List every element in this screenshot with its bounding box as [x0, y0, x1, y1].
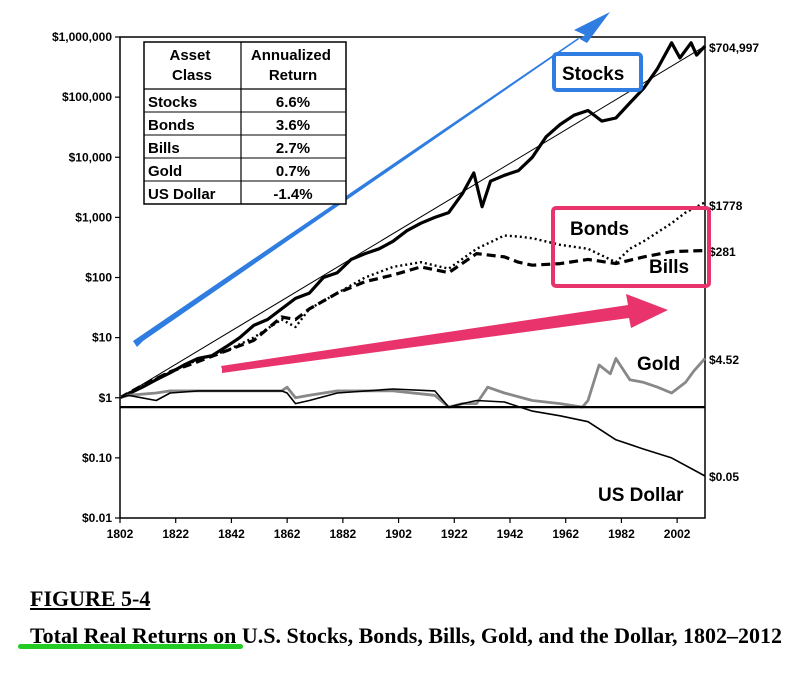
y-axis: $1,000,000 $100,000 $10,000 $1,000 $100 $10 $1… [52, 30, 120, 525]
table-cell-asset: Bonds [148, 117, 195, 134]
x-axis: 1802 1822 1842 1862 1882 1902 1922 1942 1962 1982… [107, 518, 691, 541]
bonds-bills-label-box [551, 206, 711, 288]
us-dollar-label: US Dollar [598, 485, 684, 506]
table-cell-asset: US Dollar [148, 186, 216, 203]
end-label: $704,997 [709, 41, 759, 55]
series-layer [119, 41, 707, 477]
returns-table: Asset Class Annualized Return Stocks 6.6%… [143, 41, 347, 205]
stocks-trend-line [119, 45, 706, 399]
table-cell-return: 2.7% [276, 140, 310, 157]
y-tick-label: $1,000 [75, 210, 112, 224]
table-header-asset: Asset Class [169, 47, 214, 84]
end-labels: $704,997 $1778 $281 $4.52 $0.05 [709, 41, 759, 484]
table-cell-return: -1.4% [273, 186, 312, 203]
y-tick-label: $10,000 [69, 150, 113, 164]
chart: $1,000,000 $100,000 $10,000 $1,000 $100 $10 $1… [52, 12, 759, 541]
gold-label: Gold [637, 354, 680, 375]
y-tick-label: $10 [92, 331, 112, 345]
y-tick-label: $100 [85, 271, 112, 285]
y-tick-label: $0.01 [82, 511, 112, 525]
gold-line [119, 357, 707, 409]
returns-table-frame [143, 41, 347, 205]
table-cell-return: 6.6% [276, 94, 310, 111]
stocks-trend-arrow [133, 12, 610, 347]
end-label: $1778 [709, 199, 743, 213]
end-label: $0.05 [709, 470, 739, 484]
end-label: $281 [709, 245, 736, 259]
end-label: $4.52 [709, 353, 739, 367]
figure-title: Total Real Returns on U.S. Stocks, Bonds… [30, 620, 790, 652]
x-tick-label: 1902 [385, 527, 412, 541]
y-tick-label: $0.10 [82, 451, 112, 465]
x-tick-label: 1822 [162, 527, 189, 541]
y-tick-label: $1,000,000 [52, 30, 112, 44]
table-cell-asset: Gold [148, 163, 182, 180]
y-tick-label: $1 [99, 391, 113, 405]
x-tick-label: 1802 [107, 527, 134, 541]
x-tick-label: 1862 [274, 527, 301, 541]
table-cell-return: 3.6% [276, 117, 310, 134]
bills-line [119, 248, 706, 400]
stocks-label: Stocks [562, 64, 624, 85]
table-cell-asset: Bills [148, 140, 180, 157]
figure-title-rest: on U.S. Stocks, Bonds, Bills, Gold, and … [207, 623, 783, 648]
x-tick-label: 1842 [218, 527, 245, 541]
bonds-trend-arrow [221, 294, 668, 373]
x-tick-label: 1882 [330, 527, 357, 541]
green-highlight-underline [18, 644, 243, 649]
x-tick-label: 1982 [608, 527, 635, 541]
x-tick-label: 1962 [552, 527, 579, 541]
x-tick-label: 1922 [441, 527, 468, 541]
y-tick-label: $100,000 [62, 90, 112, 104]
figure-title-lead: Total Real Returns [30, 623, 208, 648]
stocks-label-box [552, 52, 643, 92]
us-dollar-line [119, 388, 706, 477]
figure-number: FIGURE 5-4 [30, 586, 151, 611]
stocks-line [119, 41, 707, 400]
table-cell-return: 0.7% [276, 163, 310, 180]
bonds-line [119, 201, 706, 399]
bills-label: Bills [649, 257, 689, 278]
table-header-return: Annualized Return [251, 47, 335, 84]
bonds-label: Bonds [570, 219, 629, 240]
x-tick-label: 1942 [497, 527, 524, 541]
table-cell-asset: Stocks [148, 94, 197, 111]
x-tick-label: 2002 [664, 527, 691, 541]
